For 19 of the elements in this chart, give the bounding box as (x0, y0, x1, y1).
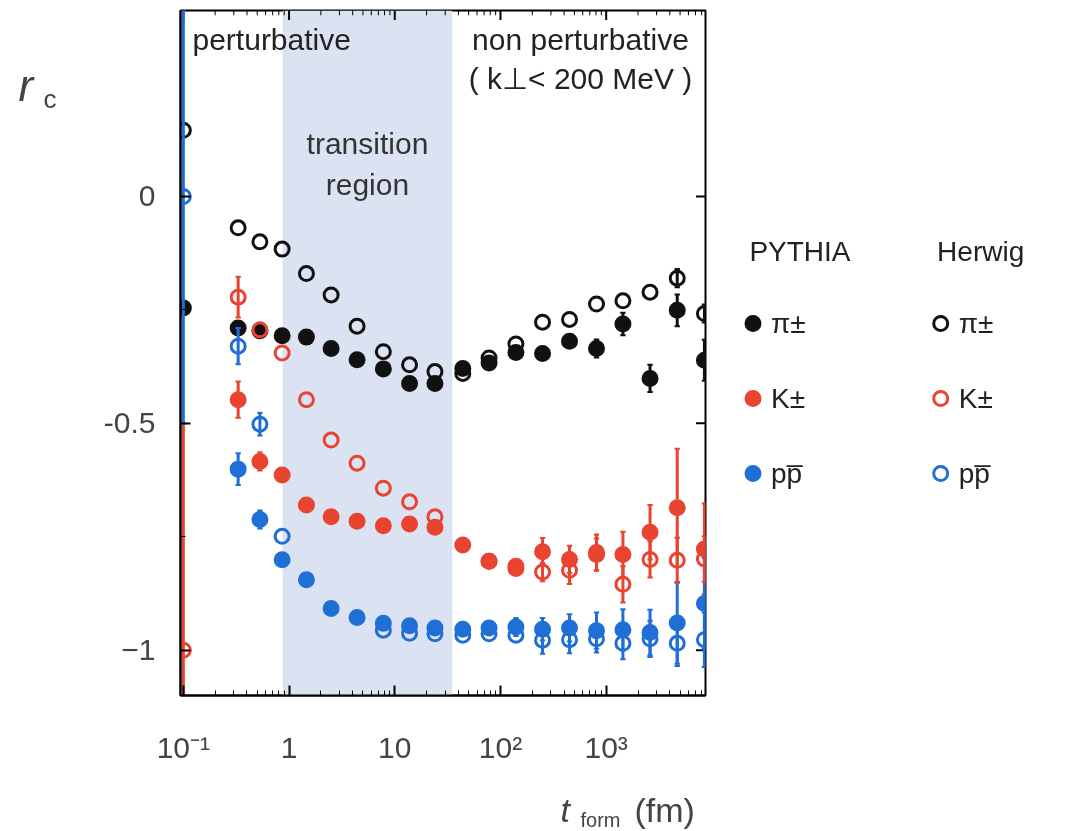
x-tick-label: 10 (378, 730, 412, 764)
y-tick-label: -0.5 (103, 406, 156, 440)
legend-label: π± (958, 308, 994, 339)
x-tick-label: 10² (478, 730, 523, 764)
legend-label: K± (958, 383, 993, 414)
x-tick-label: 1 (280, 730, 298, 764)
legend-label: pp̅ (771, 458, 804, 489)
legend-label: K± (771, 383, 806, 414)
x-tick-label: 10⁻¹ (156, 730, 211, 764)
annotation: perturbative (192, 22, 351, 56)
text: Herwig (937, 236, 1025, 267)
y-tick-label: 0 (138, 179, 156, 213)
annotation: non perturbative ( k⊥< 200 MeV ) (468, 22, 693, 96)
legend-label: pp̅ (958, 458, 992, 489)
text: PYTHIA (749, 236, 851, 267)
x-tick-label: 10³ (584, 730, 628, 764)
y-tick-label: −1 (121, 633, 156, 667)
band-label: transition region (306, 126, 429, 202)
legend-label: π± (771, 308, 806, 339)
